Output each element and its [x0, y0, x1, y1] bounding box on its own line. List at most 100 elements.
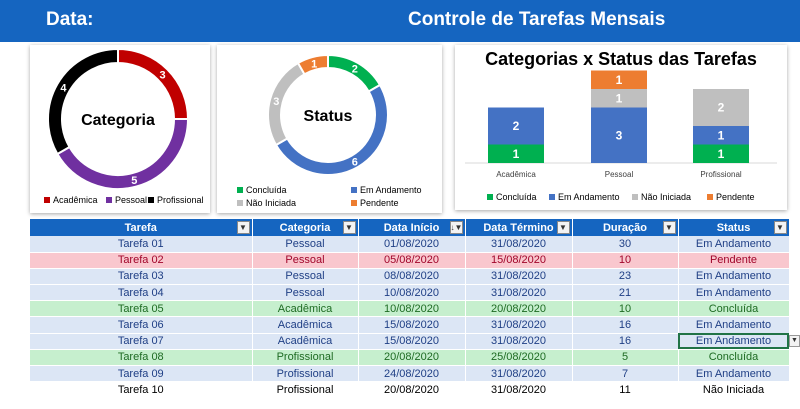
cell-categoria[interactable]: Pessoal — [252, 284, 359, 302]
cell-data-inicio[interactable]: 08/08/2020 — [358, 268, 466, 286]
bar-value-label: 1 — [718, 128, 725, 142]
cell-tarefa[interactable]: Tarefa 10 — [30, 381, 253, 399]
cell-categoria[interactable]: Acadêmica — [252, 316, 359, 334]
legend-label: Acadêmica — [53, 195, 98, 205]
cell-duracao[interactable]: 7 — [572, 365, 679, 383]
cell-tarefa[interactable]: Tarefa 09 — [30, 365, 253, 383]
cell-duracao[interactable]: 11 — [572, 381, 679, 399]
table-row[interactable]: Tarefa 05 Acadêmica 10/08/2020 20/08/2020 10… — [30, 300, 790, 318]
cell-status[interactable]: Em Andamento — [678, 365, 790, 383]
filter-dropdown-icon[interactable]: ▼ — [236, 221, 250, 234]
cell-tarefa[interactable]: Tarefa 07 — [30, 333, 253, 350]
column-header-status[interactable]: Status ▼ — [678, 219, 790, 236]
cell-categoria[interactable]: Pessoal — [252, 252, 359, 269]
legend-label: Concluída — [246, 185, 287, 195]
filter-dropdown-icon[interactable]: ▼ — [773, 221, 787, 234]
categoria-chart-card[interactable]: 3 5 4 Categoria Acadêmica Pessoal Profissio… — [30, 45, 210, 213]
cell-duracao[interactable]: 16 — [572, 316, 679, 334]
cell-data-inicio[interactable]: 20/08/2020 — [358, 349, 466, 367]
table-row[interactable]: Tarefa 07 Acadêmica 15/08/2020 31/08/2020 16… — [30, 333, 790, 350]
cell-data-termino[interactable]: 31/08/2020 — [465, 316, 573, 334]
cell-data-inicio[interactable]: 15/08/2020 — [358, 333, 466, 350]
cell-categoria[interactable]: Profissional — [252, 365, 359, 383]
categorias-status-chart-card[interactable]: Categorias x Status das Tarefas 1 2 Acadêm… — [455, 45, 787, 210]
cell-status[interactable]: Em Andamento — [678, 316, 790, 334]
cell-dropdown-arrow-icon[interactable]: ▼ — [789, 335, 800, 347]
cell-categoria[interactable]: Profissional — [252, 349, 359, 367]
cell-data-termino[interactable]: 31/08/2020 — [465, 236, 573, 253]
cell-data-termino[interactable]: 15/08/2020 — [465, 252, 573, 269]
cell-status[interactable]: Concluída — [678, 300, 790, 318]
table-row[interactable]: Tarefa 03 Pessoal 08/08/2020 31/08/2020 23 Em… — [30, 268, 790, 286]
legend-swatch — [351, 187, 357, 193]
column-header-data-inicio[interactable]: Data Início ↓▼ — [358, 219, 466, 236]
cell-duracao[interactable]: 21 — [572, 284, 679, 302]
cell-tarefa[interactable]: Tarefa 02 — [30, 252, 253, 269]
bar-segment — [591, 107, 647, 163]
column-header-data-termino[interactable]: Data Término ▼ — [465, 219, 573, 236]
cell-tarefa[interactable]: Tarefa 03 — [30, 268, 253, 286]
cell-data-termino[interactable]: 31/08/2020 — [465, 365, 573, 383]
cell-data-termino[interactable]: 20/08/2020 — [465, 300, 573, 318]
cell-status[interactable]: Em Andamento — [678, 284, 790, 302]
cell-data-termino[interactable]: 31/08/2020 — [465, 268, 573, 286]
cell-categoria[interactable]: Acadêmica — [252, 333, 359, 350]
table-row[interactable]: Tarefa 10 Profissional 20/08/2020 31/08/202… — [30, 381, 790, 399]
cell-status[interactable]: Em Andamento — [678, 236, 790, 253]
filter-dropdown-icon[interactable]: ▼ — [342, 221, 356, 234]
column-header-tarefa[interactable]: Tarefa ▼ — [30, 219, 253, 236]
sort-filter-icon[interactable]: ↓▼ — [449, 221, 463, 234]
filter-dropdown-icon[interactable]: ▼ — [556, 221, 570, 234]
cell-tarefa[interactable]: Tarefa 08 — [30, 349, 253, 367]
status-center-label: Status — [304, 108, 353, 125]
bar-segment — [488, 107, 544, 145]
cell-data-inicio[interactable]: 01/08/2020 — [358, 236, 466, 253]
cell-duracao[interactable]: 5 — [572, 349, 679, 367]
cell-data-termino[interactable]: 31/08/2020 — [465, 381, 573, 399]
cell-duracao[interactable]: 10 — [572, 300, 679, 318]
cell-data-termino[interactable]: 31/08/2020 — [465, 333, 573, 350]
legend-swatch — [148, 197, 154, 203]
cell-duracao[interactable]: 30 — [572, 236, 679, 253]
cell-tarefa[interactable]: Tarefa 04 — [30, 284, 253, 302]
cell-data-inicio[interactable]: 05/08/2020 — [358, 252, 466, 269]
cell-categoria[interactable]: Acadêmica — [252, 300, 359, 318]
table-row[interactable]: Tarefa 09 Profissional 24/08/2020 31/08/202… — [30, 365, 790, 383]
cell-status[interactable]: Pendente — [678, 252, 790, 269]
cell-data-inicio[interactable]: 20/08/2020 — [358, 381, 466, 399]
bar-value-label: 1 — [718, 147, 725, 161]
cell-data-inicio[interactable]: 10/08/2020 — [358, 300, 466, 318]
cell-categoria[interactable]: Pessoal — [252, 268, 359, 286]
cell-status[interactable]: Não Iniciada — [678, 381, 790, 399]
legend-swatch — [44, 197, 50, 203]
status-chart-card[interactable]: 2 6 3 1 Status Concluída Em Andamento Não In… — [217, 45, 442, 213]
cell-tarefa[interactable]: Tarefa 05 — [30, 300, 253, 318]
table-row[interactable]: Tarefa 04 Pessoal 10/08/2020 31/08/2020 21 Em… — [30, 284, 790, 302]
table-row[interactable]: Tarefa 08 Profissional 20/08/2020 25/08/202… — [30, 349, 790, 367]
donut-slice — [56, 118, 190, 190]
column-header-duracao[interactable]: Duração ▼ — [572, 219, 679, 236]
cell-data-inicio[interactable]: 10/08/2020 — [358, 284, 466, 302]
table-row[interactable]: Tarefa 02 Pessoal 05/08/2020 15/08/2020 10 Pe… — [30, 252, 790, 269]
column-header-label: Tarefa — [124, 221, 157, 234]
cell-status[interactable]: Em Andamento — [678, 268, 790, 286]
cell-data-termino[interactable]: 31/08/2020 — [465, 284, 573, 302]
cell-tarefa[interactable]: Tarefa 01 — [30, 236, 253, 253]
legend-item-pendente: Pendente — [351, 198, 399, 208]
table-row[interactable]: Tarefa 06 Acadêmica 15/08/2020 31/08/2020 16… — [30, 316, 790, 334]
cell-data-termino[interactable]: 25/08/2020 — [465, 349, 573, 367]
cell-duracao[interactable]: 23 — [572, 268, 679, 286]
cell-duracao[interactable]: 10 — [572, 252, 679, 269]
cell-status[interactable]: Concluída — [678, 349, 790, 367]
column-header-categoria[interactable]: Categoria ▼ — [252, 219, 359, 236]
cell-duracao[interactable]: 16 — [572, 333, 679, 350]
cell-categoria[interactable]: Pessoal — [252, 236, 359, 253]
cell-tarefa[interactable]: Tarefa 06 — [30, 316, 253, 334]
table-row[interactable]: Tarefa 01 Pessoal 01/08/2020 31/08/2020 30 Em… — [30, 236, 790, 253]
cell-categoria[interactable]: Profissional — [252, 381, 359, 399]
cell-status[interactable]: Em Andamento — [678, 333, 790, 350]
filter-dropdown-icon[interactable]: ▼ — [662, 221, 676, 234]
cell-data-inicio[interactable]: 15/08/2020 — [358, 316, 466, 334]
legend-label: Não Iniciada — [641, 192, 692, 202]
cell-data-inicio[interactable]: 24/08/2020 — [358, 365, 466, 383]
